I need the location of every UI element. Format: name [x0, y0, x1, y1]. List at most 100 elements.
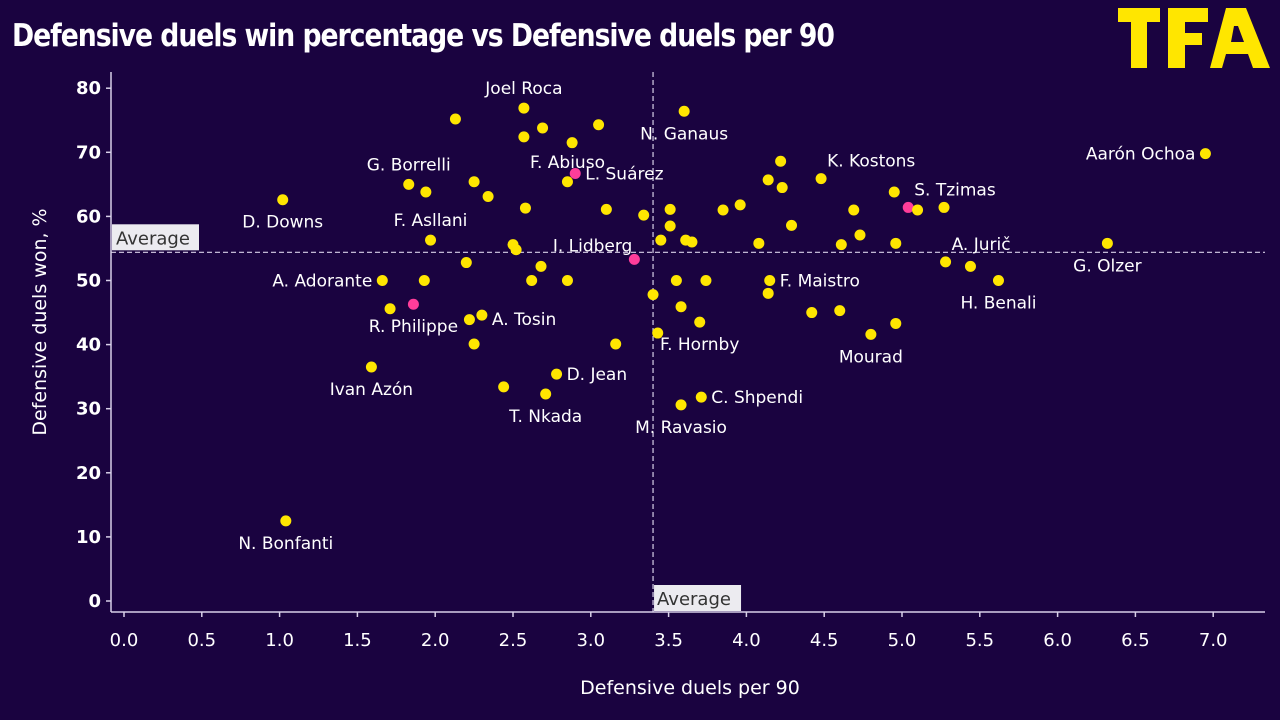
data-point [569, 167, 581, 179]
data-point [518, 102, 530, 114]
data-point [463, 314, 475, 326]
point-label: I. Lidberg [553, 236, 633, 256]
data-point [686, 236, 698, 248]
y-tick-label: 50 [76, 271, 101, 292]
data-point [384, 303, 396, 315]
data-point [806, 307, 818, 319]
data-point [566, 137, 578, 149]
x-average-label: Average [657, 589, 731, 610]
data-point [890, 317, 902, 329]
data-point [888, 186, 900, 198]
point-label: C. Shpendi [711, 388, 803, 408]
point-label: T. Nkada [508, 407, 582, 427]
data-point [664, 203, 676, 215]
data-point [764, 275, 776, 286]
data-point [407, 298, 419, 310]
data-point [652, 327, 664, 339]
data-point [1101, 237, 1113, 249]
data-point [753, 237, 765, 249]
data-point [940, 256, 952, 268]
point-labels: N. Bonfanti D. Downs Ivan Azón A. Adorante R… [238, 79, 1195, 554]
data-point [834, 305, 846, 317]
y-tick-label: 0 [88, 591, 101, 612]
x-tick-label: 1.5 [343, 630, 372, 651]
point-label: K. Kostons [827, 152, 915, 172]
data-point [762, 287, 774, 299]
x-average-label-box [654, 585, 742, 611]
data-point [694, 316, 706, 328]
y-axis-title: Defensive duels won, % [29, 208, 51, 435]
point-label: D. Jean [567, 365, 628, 385]
data-point [476, 309, 488, 321]
data-points [277, 102, 1211, 527]
data-point [865, 328, 877, 340]
point-label: A. Adorante [272, 272, 372, 292]
y-tick-label: 30 [76, 399, 101, 420]
data-point [675, 301, 687, 313]
x-tick-label: 2.0 [421, 630, 450, 651]
data-point [518, 131, 530, 143]
data-point [835, 239, 847, 251]
data-point [535, 260, 547, 272]
x-tick-label: 4.0 [732, 630, 761, 651]
data-point [700, 275, 712, 286]
data-point [664, 220, 676, 232]
x-tick-label: 7.0 [1199, 630, 1228, 651]
data-point [775, 155, 787, 167]
point-label: Ivan Azón [330, 380, 413, 400]
data-point [277, 194, 289, 206]
point-label: G. Borrelli [367, 155, 451, 175]
data-point [280, 515, 292, 527]
data-point [482, 191, 494, 203]
data-point [526, 275, 538, 286]
point-label: A. Tosin [492, 310, 556, 330]
data-point [638, 209, 650, 221]
x-tick-label: 5.0 [888, 630, 917, 651]
data-point [600, 203, 612, 215]
point-label: G. Olzer [1073, 256, 1141, 276]
y-tick-label: 80 [76, 78, 101, 99]
data-point [1199, 148, 1211, 160]
point-label: F. Abiuso [530, 153, 605, 173]
data-point [468, 176, 480, 188]
point-label: F. Hornby [660, 335, 739, 355]
x-tick-label: 5.5 [965, 630, 994, 651]
data-point [540, 388, 552, 400]
data-point [734, 199, 746, 211]
axes: 0 10 20 30 40 50 60 70 80 0.0 0.5 1.0 1.5 2.0 2.5 3.0 3.… [29, 72, 1265, 699]
data-point [786, 219, 798, 231]
point-label: F. Asllani [394, 211, 468, 231]
data-point [628, 253, 640, 265]
data-point [610, 338, 622, 350]
data-point [561, 176, 573, 188]
data-point [762, 174, 774, 186]
y-tick-label: 60 [76, 206, 101, 227]
tfa-logo [1118, 8, 1270, 68]
data-point [365, 361, 377, 373]
data-point [561, 275, 573, 286]
point-label: N. Ganaus [640, 124, 728, 144]
data-point [912, 204, 924, 216]
data-point [519, 202, 531, 214]
data-point [902, 201, 914, 213]
data-point [510, 244, 522, 256]
data-point [675, 399, 687, 411]
data-point [425, 234, 437, 246]
data-point [593, 119, 605, 131]
x-tick-label: 0.0 [110, 630, 139, 651]
x-tick-label: 2.5 [499, 630, 528, 651]
data-point [776, 182, 788, 194]
point-label: N. Bonfanti [238, 534, 333, 554]
data-point [460, 257, 472, 269]
data-point [815, 173, 827, 185]
data-point [717, 204, 729, 216]
point-label: Mourad [839, 347, 903, 367]
data-point [449, 113, 461, 125]
data-point [420, 186, 432, 198]
data-point [468, 338, 480, 350]
x-tick-label: 3.5 [654, 630, 683, 651]
x-tick-label: 0.5 [187, 630, 216, 651]
y-tick-label: 40 [76, 335, 101, 356]
data-point [854, 229, 866, 241]
data-point [678, 105, 690, 117]
